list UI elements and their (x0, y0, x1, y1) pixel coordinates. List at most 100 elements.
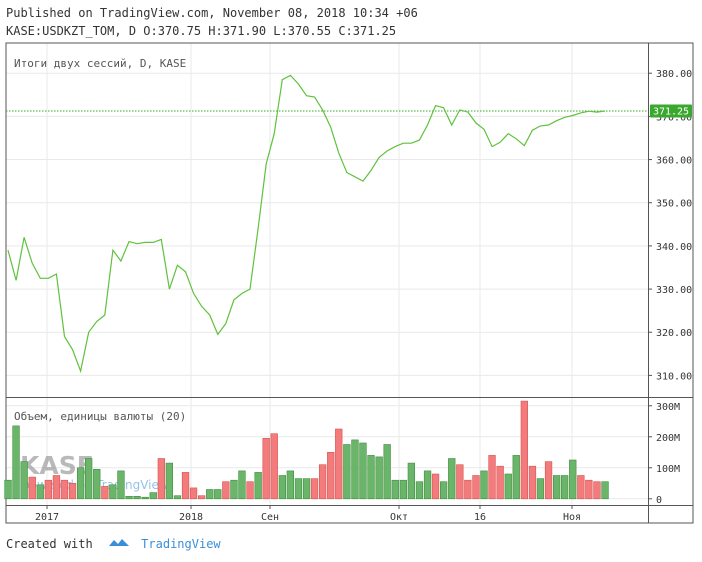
price-tick-label: 320.00 (656, 328, 692, 339)
volume-tick-label: 100M (656, 464, 680, 475)
volume-bar (512, 455, 520, 500)
volume-bar (173, 495, 182, 500)
volume-bar (318, 464, 327, 500)
volume-pane-title: Объем, единицы валюты (20) (14, 410, 186, 423)
volume-bar (585, 479, 593, 500)
price-tick-label: 370.00 (656, 112, 692, 123)
volume-bar (189, 487, 198, 500)
created-with-label: Created with (6, 537, 93, 551)
volume-bar (528, 465, 537, 500)
volume-bar (375, 456, 383, 500)
volume-bar (44, 479, 52, 500)
volume-bar (496, 465, 504, 500)
volume-bar (77, 467, 85, 500)
volume-bar (327, 451, 335, 500)
volume-bar (286, 470, 294, 500)
price-tick-label: 310.00 (656, 371, 692, 382)
volume-bar (552, 475, 561, 500)
price-line (7, 74, 606, 374)
volume-bar (480, 470, 488, 500)
volume-bar (448, 458, 456, 500)
price-tick-label: 380.00 (656, 69, 692, 80)
volume-bar (52, 475, 61, 500)
volume-bar (343, 444, 351, 500)
volume-bar (431, 473, 440, 500)
last-price-value: 371.25 (653, 106, 689, 117)
volume-bar (351, 439, 359, 500)
volume-bar (472, 475, 480, 500)
grid-lines (6, 43, 648, 505)
volume-bar (230, 479, 238, 500)
volume-tick-label: 200M (656, 433, 680, 444)
volume-bar (141, 496, 149, 500)
volume-bar (278, 475, 286, 500)
time-tick-label: 16 (474, 512, 486, 523)
volume-bar (125, 495, 133, 500)
price-tick-label: 350.00 (656, 199, 692, 210)
price-tick-label: 360.00 (656, 156, 692, 167)
volume-bar (85, 458, 93, 500)
volume-bar (439, 481, 448, 500)
volume-bar (270, 433, 278, 500)
volume-bar (302, 478, 311, 500)
volume-bar (28, 476, 36, 500)
volume-bar (109, 484, 117, 500)
volume-bar (335, 428, 343, 500)
volume-bar (520, 400, 528, 500)
volume-bar (310, 478, 319, 500)
volume-bar (60, 479, 69, 500)
volume-bar (544, 461, 553, 500)
volume-bar (68, 482, 77, 500)
volume-bar (536, 478, 545, 500)
volume-bar (254, 472, 262, 500)
volume-bar (560, 475, 569, 500)
volume-bar (456, 464, 464, 500)
volume-bar (157, 458, 165, 500)
volume-bar (569, 459, 577, 500)
volume-bar (359, 442, 367, 500)
time-axis-labels: 2017 2018 Сен Окт 16 Ноя (35, 505, 581, 523)
volume-tick-label: 300M (656, 402, 680, 413)
ohlc-caption: KASE:USDKZT_TOM, D O:370.75 H:371.90 L:3… (6, 24, 397, 38)
volume-bar (238, 470, 246, 500)
volume-bar (464, 479, 472, 500)
price-tick-label: 330.00 (656, 285, 692, 296)
volume-bar (181, 472, 190, 500)
volume-bar (383, 444, 391, 500)
volume-tick-label: 0 (656, 495, 662, 506)
volume-bar (20, 461, 28, 500)
volume-axis-labels: 0 100M 200M 300M (648, 402, 680, 506)
volume-bar (407, 462, 415, 500)
volume-bar (117, 470, 125, 500)
volume-bar (262, 437, 270, 500)
time-tick-label: 2018 (179, 512, 203, 523)
published-caption: Published on TradingView.com, November 0… (6, 6, 418, 20)
time-tick-label: Ноя (563, 512, 581, 523)
volume-bar (367, 455, 375, 500)
volume-bar (101, 486, 109, 500)
volume-bar (488, 455, 496, 500)
volume-bar (198, 495, 206, 500)
volume-bar (149, 492, 157, 500)
tradingview-brand-link[interactable]: TradingView (141, 537, 221, 551)
volume-bar (206, 489, 214, 500)
volume-bar (577, 475, 585, 500)
footer: Created with TradingView (6, 537, 221, 552)
price-axis-labels: 310.00 320.00 330.00 340.00 350.00 360.00 370.… (648, 69, 692, 382)
volume-bar (165, 462, 173, 500)
price-tick-label: 340.00 (656, 242, 692, 253)
chart-frame (5, 42, 694, 524)
volume-bar (391, 479, 399, 500)
time-tick-label: Окт (390, 512, 408, 523)
volume-bar (399, 479, 407, 500)
volume-bar (415, 481, 424, 500)
volume-bar (246, 481, 254, 500)
volume-bar (294, 478, 303, 500)
volume-bar (133, 495, 141, 500)
volume-bar (4, 479, 12, 500)
last-price-badge: 371.25 (650, 104, 692, 118)
volume-bar (214, 489, 222, 500)
volume-bar (504, 473, 512, 500)
volume-bar (36, 484, 44, 500)
